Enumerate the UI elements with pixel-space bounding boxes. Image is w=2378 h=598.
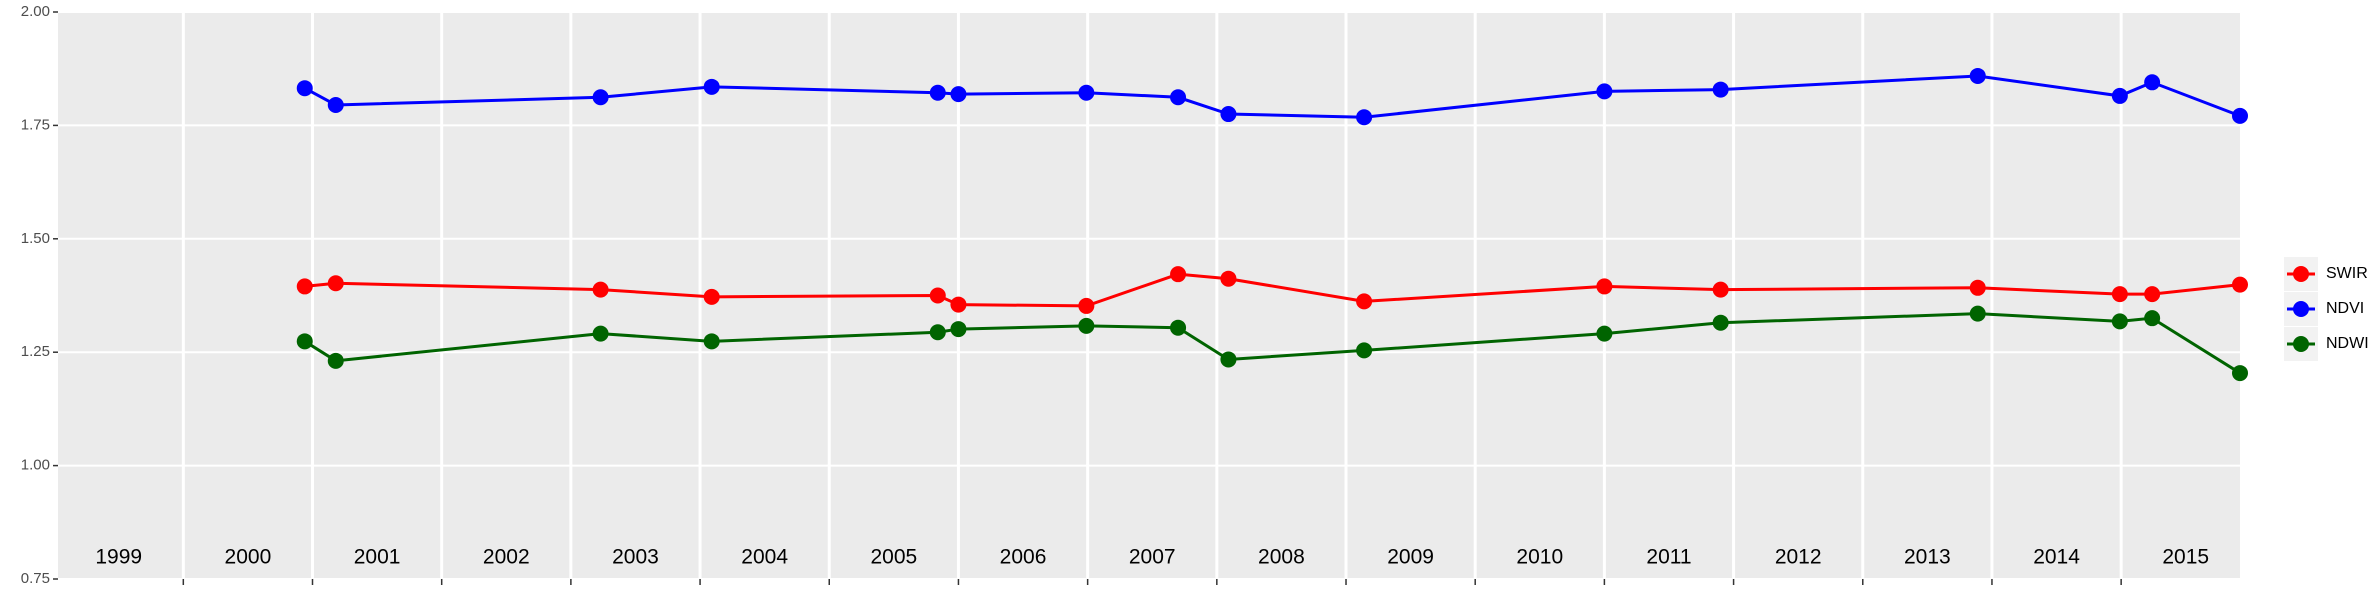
data-point (2111, 87, 2128, 104)
data-point (1596, 325, 1613, 342)
data-point (703, 78, 720, 95)
data-point (703, 288, 720, 305)
series-line (304, 272, 2241, 308)
x-tick-label: 2004 (741, 546, 788, 569)
y-tick-label: 1.25 (21, 343, 50, 360)
x-tick-label: 2013 (1904, 546, 1951, 569)
data-point (2232, 365, 2248, 382)
x-tick-label: 2011 (1646, 546, 1691, 569)
y-tick-label: 2.00 (21, 3, 50, 20)
data-point (929, 324, 946, 341)
data-point (2111, 286, 2128, 303)
y-tick-label: 0.75 (21, 570, 50, 587)
data-point (2144, 286, 2161, 303)
data-point (592, 281, 609, 298)
y-tick-label: 1.75 (21, 116, 50, 133)
data-point (2232, 107, 2248, 124)
x-tick-label: 2006 (1000, 546, 1047, 569)
data-point (1356, 342, 1373, 359)
data-point (1220, 106, 1237, 123)
data-point (327, 96, 344, 113)
x-tick-label: 2007 (1129, 546, 1176, 569)
data-point (950, 321, 967, 338)
x-tick-label: 2009 (1387, 546, 1434, 569)
series-line (304, 74, 2241, 119)
x-tick-label: 2003 (612, 546, 659, 569)
x-tick-label: 2008 (1258, 546, 1305, 569)
data-point (1969, 305, 1986, 322)
data-point (1170, 89, 1187, 106)
legend-label: NDWI (2326, 335, 2369, 352)
data-point (950, 86, 967, 103)
data-point (1969, 279, 1986, 296)
data-point (2144, 310, 2161, 327)
data-point (327, 275, 344, 292)
x-tick-label: 2012 (1775, 546, 1822, 569)
data-point (1596, 83, 1613, 100)
data-point (2144, 74, 2161, 91)
data-point (1220, 270, 1237, 287)
series-line (303, 312, 2241, 375)
y-tick-label: 1.50 (21, 230, 50, 247)
data-point (703, 333, 720, 350)
x-tick-label: 1999 (95, 546, 142, 569)
data-point (296, 333, 313, 350)
data-point (950, 296, 967, 313)
data-point (1712, 81, 1729, 98)
data-point (1712, 314, 1729, 331)
x-tick-label: 2010 (1516, 546, 1563, 569)
plot-panel (58, 12, 2240, 579)
data-point (2232, 276, 2248, 293)
data-point (296, 278, 313, 295)
x-tick-label: 2005 (870, 546, 917, 569)
data-point (1078, 84, 1095, 101)
legend-dot (2293, 301, 2309, 317)
legend-label: SWIR (2326, 265, 2368, 282)
data-point (1356, 293, 1373, 310)
data-point (327, 352, 344, 369)
data-point (1220, 351, 1237, 368)
x-tick-label: 2000 (225, 546, 272, 569)
data-point (929, 84, 946, 101)
data-point (1596, 278, 1613, 295)
y-tick-label: 1.00 (21, 457, 50, 474)
data-point (1969, 67, 1986, 84)
data-point (592, 325, 609, 342)
data-point (1170, 319, 1187, 336)
x-tick-label: 2015 (2162, 546, 2209, 569)
data-point (1712, 281, 1729, 298)
x-tick-label: 2014 (2033, 546, 2080, 569)
legend-label: NDVI (2326, 300, 2364, 317)
x-tick-label: 2002 (483, 546, 530, 569)
data-point (592, 89, 609, 106)
data-point (929, 287, 946, 304)
data-point (1170, 266, 1187, 283)
data-point (1356, 109, 1373, 126)
data-point (2111, 313, 2128, 330)
legend-dot (2293, 266, 2309, 282)
data-point (1078, 297, 1095, 314)
x-tick-label: 2001 (354, 546, 401, 569)
data-point (1078, 317, 1095, 334)
legend-dot (2293, 336, 2309, 352)
data-point (296, 80, 313, 97)
